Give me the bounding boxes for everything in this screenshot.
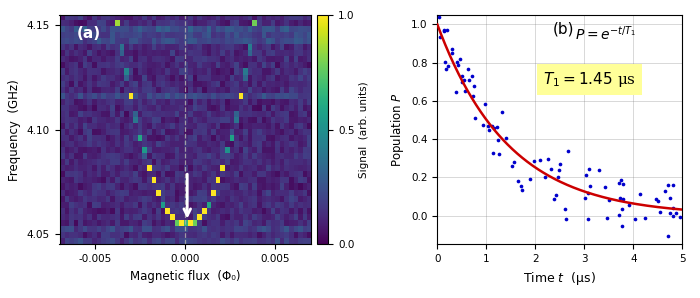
Text: (a): (a) <box>77 27 102 41</box>
Point <box>458 78 470 83</box>
Point <box>663 234 674 238</box>
Point <box>616 224 627 229</box>
Point <box>460 89 471 93</box>
Point <box>584 183 595 188</box>
Point <box>600 185 611 190</box>
Y-axis label: Frequency  (GHz): Frequency (GHz) <box>8 79 21 181</box>
Point <box>483 128 494 132</box>
Point <box>457 74 468 78</box>
Point <box>553 168 564 173</box>
Point <box>515 184 526 188</box>
Point <box>667 213 678 218</box>
Point <box>542 157 553 162</box>
Point <box>440 67 452 72</box>
Text: $T_1 = 1.45$ μs: $T_1 = 1.45$ μs <box>542 70 636 89</box>
Point <box>552 175 564 179</box>
Point <box>559 207 570 212</box>
Point <box>550 193 561 198</box>
Point <box>442 63 454 68</box>
Point <box>434 14 445 19</box>
Point <box>654 210 666 215</box>
Point <box>492 137 503 142</box>
Point <box>670 210 681 215</box>
Point <box>629 216 641 221</box>
Point <box>603 198 615 203</box>
Point <box>562 149 573 153</box>
Point <box>616 207 627 212</box>
Point <box>667 205 678 210</box>
Point <box>447 47 458 52</box>
Point <box>517 187 528 192</box>
Point <box>662 182 673 187</box>
Point <box>617 181 629 186</box>
Point <box>524 176 536 181</box>
Point <box>675 214 686 219</box>
Point <box>440 60 451 65</box>
Point <box>582 217 594 221</box>
X-axis label: Time $t$  (μs): Time $t$ (μs) <box>524 270 596 287</box>
Point <box>560 217 571 222</box>
Point <box>640 216 651 221</box>
Point <box>635 192 646 197</box>
Point <box>487 150 498 155</box>
Point <box>468 83 480 88</box>
Point <box>452 60 463 65</box>
Point <box>466 74 477 79</box>
Point <box>583 166 594 171</box>
Point <box>463 78 475 83</box>
Point <box>528 158 540 163</box>
Point <box>435 35 446 39</box>
Point <box>668 183 679 187</box>
Point <box>477 122 488 127</box>
Point <box>491 124 503 129</box>
Point <box>469 115 480 120</box>
Point <box>482 124 493 128</box>
Point <box>652 198 664 203</box>
Point <box>439 27 450 32</box>
X-axis label: Magnetic flux  (Φ₀): Magnetic flux (Φ₀) <box>130 270 241 283</box>
Point <box>452 63 463 68</box>
Point <box>594 167 605 172</box>
Point <box>617 197 628 201</box>
Point <box>500 135 512 140</box>
Point <box>664 210 676 215</box>
Point <box>582 191 593 195</box>
Point <box>602 215 613 220</box>
Point <box>468 94 479 99</box>
Point <box>664 196 676 201</box>
Point <box>512 179 523 183</box>
Point <box>540 174 551 179</box>
Point <box>506 164 517 168</box>
Point <box>535 157 546 162</box>
Point <box>479 101 490 106</box>
Point <box>494 152 505 156</box>
Point <box>579 195 590 200</box>
Point <box>613 213 624 218</box>
Point <box>548 197 559 202</box>
Point <box>456 80 468 84</box>
Point <box>580 173 592 178</box>
Point <box>615 196 626 201</box>
Point <box>554 162 565 166</box>
Point <box>438 29 449 34</box>
Y-axis label: Signal  (arb. units): Signal (arb. units) <box>358 81 369 178</box>
Point <box>624 203 635 208</box>
Point <box>650 197 662 201</box>
Point <box>450 90 461 95</box>
Point <box>615 177 626 182</box>
Point <box>659 189 671 193</box>
Point <box>454 57 466 62</box>
Point <box>488 125 499 130</box>
Text: (b): (b) <box>552 22 574 37</box>
Point <box>447 50 458 55</box>
Point <box>509 159 520 164</box>
Point <box>463 67 474 72</box>
Point <box>545 166 557 171</box>
Text: $P = e^{-t/T_1}$: $P = e^{-t/T_1}$ <box>575 24 636 43</box>
Point <box>613 180 624 185</box>
Y-axis label: Population $P$: Population $P$ <box>389 92 405 167</box>
Point <box>496 110 507 115</box>
Point <box>486 124 498 128</box>
Point <box>442 27 453 32</box>
